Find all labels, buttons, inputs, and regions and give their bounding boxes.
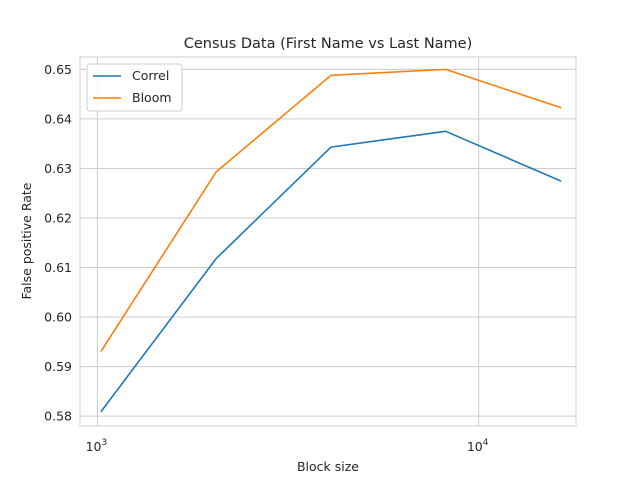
y-tick-label: 0.60 xyxy=(44,310,72,325)
y-tick-label: 0.59 xyxy=(44,359,72,374)
x-axis-label: Block size xyxy=(297,459,359,474)
legend: Correl Bloom xyxy=(86,63,183,112)
legend-label-correl: Correl xyxy=(132,68,169,83)
x-tick-base: 10 xyxy=(86,439,102,454)
series-layer xyxy=(100,68,562,413)
chart-title: Census Data (First Name vs Last Name) xyxy=(184,36,473,52)
grid xyxy=(80,57,576,426)
x-tick-exponent: 3 xyxy=(102,438,108,448)
x-tick-label: 103 xyxy=(86,438,108,454)
y-tick-label: 0.65 xyxy=(44,62,72,77)
y-tick-label: 0.58 xyxy=(44,409,72,424)
legend-label-bloom: Bloom xyxy=(132,90,172,105)
y-tick-label: 0.62 xyxy=(44,210,72,225)
y-axis-label: False positive Rate xyxy=(19,182,34,299)
y-tick-label: 0.61 xyxy=(44,260,72,275)
x-tick-label: 104 xyxy=(467,438,489,454)
series-line-bloom xyxy=(100,68,562,352)
x-tick-base: 10 xyxy=(467,439,483,454)
series-line-correl xyxy=(100,130,562,413)
plot-area xyxy=(79,56,577,427)
y-tick-label: 0.64 xyxy=(44,111,72,126)
x-tick-exponent: 4 xyxy=(483,438,489,448)
y-tick-label: 0.63 xyxy=(44,161,72,176)
